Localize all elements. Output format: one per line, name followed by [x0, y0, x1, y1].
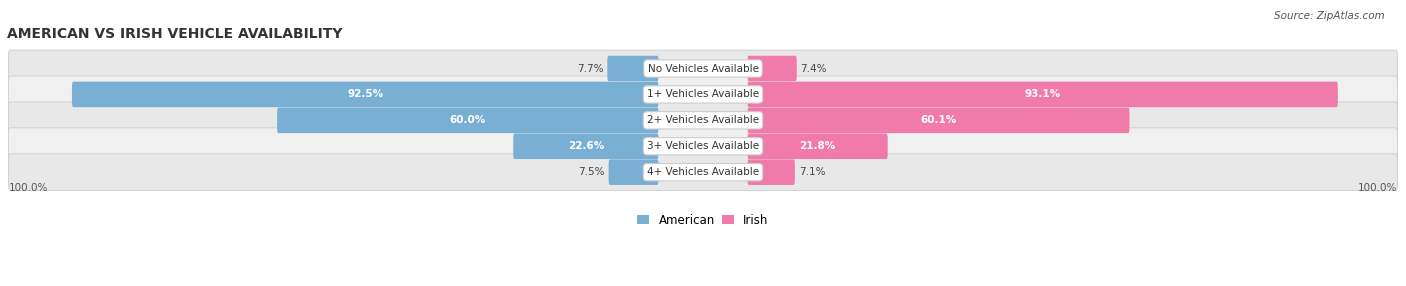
Text: 1+ Vehicles Available: 1+ Vehicles Available — [647, 90, 759, 100]
FancyBboxPatch shape — [513, 134, 658, 159]
FancyBboxPatch shape — [8, 154, 1398, 190]
Text: 100.0%: 100.0% — [8, 183, 48, 193]
FancyBboxPatch shape — [8, 128, 1398, 165]
FancyBboxPatch shape — [607, 56, 658, 81]
Text: No Vehicles Available: No Vehicles Available — [648, 63, 758, 74]
Text: 2+ Vehicles Available: 2+ Vehicles Available — [647, 115, 759, 125]
FancyBboxPatch shape — [748, 82, 1339, 107]
FancyBboxPatch shape — [72, 82, 658, 107]
Text: 7.1%: 7.1% — [799, 167, 825, 177]
FancyBboxPatch shape — [8, 76, 1398, 113]
Text: 100.0%: 100.0% — [1358, 183, 1398, 193]
Text: 22.6%: 22.6% — [568, 141, 605, 151]
Text: 4+ Vehicles Available: 4+ Vehicles Available — [647, 167, 759, 177]
Text: 92.5%: 92.5% — [347, 90, 384, 100]
Text: 60.1%: 60.1% — [921, 115, 956, 125]
FancyBboxPatch shape — [748, 108, 1129, 133]
FancyBboxPatch shape — [277, 108, 658, 133]
Text: 60.0%: 60.0% — [450, 115, 486, 125]
FancyBboxPatch shape — [8, 50, 1398, 87]
FancyBboxPatch shape — [8, 102, 1398, 139]
FancyBboxPatch shape — [748, 134, 887, 159]
FancyBboxPatch shape — [748, 159, 794, 185]
Text: 7.5%: 7.5% — [578, 167, 605, 177]
Text: 21.8%: 21.8% — [800, 141, 835, 151]
Text: Source: ZipAtlas.com: Source: ZipAtlas.com — [1274, 11, 1385, 21]
Text: 7.7%: 7.7% — [576, 63, 603, 74]
Text: 93.1%: 93.1% — [1025, 90, 1060, 100]
Text: 3+ Vehicles Available: 3+ Vehicles Available — [647, 141, 759, 151]
Text: AMERICAN VS IRISH VEHICLE AVAILABILITY: AMERICAN VS IRISH VEHICLE AVAILABILITY — [7, 27, 343, 41]
FancyBboxPatch shape — [609, 159, 658, 185]
Text: 7.4%: 7.4% — [800, 63, 827, 74]
FancyBboxPatch shape — [748, 56, 797, 81]
Legend: American, Irish: American, Irish — [633, 209, 773, 231]
